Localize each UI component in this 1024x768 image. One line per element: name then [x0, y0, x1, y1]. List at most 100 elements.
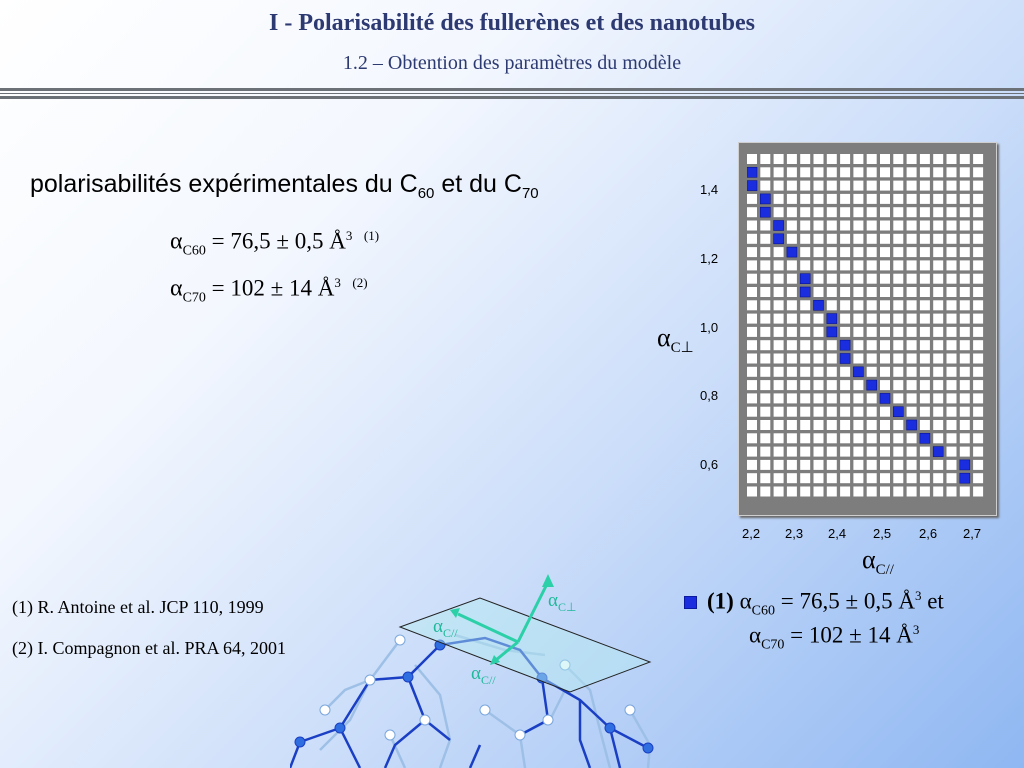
conclusion-tail: et [921, 588, 944, 614]
grid-cell [959, 287, 970, 297]
grid-cell [840, 459, 851, 470]
grid-cell [813, 366, 824, 377]
figure-alpha: α [471, 663, 481, 684]
grid-cell [747, 154, 757, 164]
grid-cell [973, 260, 984, 271]
grid-cell [946, 366, 957, 377]
reference-2: (2) I. Compagnon et al. PRA 64, 2001 [12, 638, 286, 658]
grid-cell [880, 260, 890, 271]
grid-cell [919, 486, 930, 497]
grid-cell [906, 273, 917, 284]
eq-ref: (2) [352, 275, 368, 290]
alpha-symbol: α [170, 228, 183, 255]
grid-cell [880, 406, 890, 417]
grid-cell [880, 420, 890, 430]
grid-cell [973, 433, 984, 444]
grid-cell [973, 326, 984, 337]
grid-cell [973, 353, 984, 364]
grid-cell [800, 326, 811, 337]
grid-cell [906, 180, 917, 191]
grid-cell [880, 446, 890, 457]
grid-cell [866, 207, 877, 218]
highlighted-cell [826, 313, 838, 324]
grid-cell [959, 247, 970, 258]
grid-cell [853, 233, 864, 244]
grid-cell [919, 300, 930, 311]
slide-subtitle: 1.2 – Obtention des paramètres du modèle [342, 52, 682, 74]
grid-cell [747, 473, 757, 484]
grid-cell [959, 313, 970, 324]
grid-cell [813, 313, 824, 324]
grid-cell [946, 233, 957, 244]
grid-cell [959, 180, 970, 191]
grid-cell [893, 287, 904, 297]
grid-cell [773, 180, 784, 191]
grid-cell [919, 340, 930, 351]
grid-cell [800, 220, 811, 231]
grid-cell [959, 273, 970, 284]
grid-cell [946, 340, 957, 351]
grid-cell [919, 459, 930, 470]
grid-cell [919, 446, 930, 457]
grid-cell [760, 340, 771, 351]
grid-cell [959, 420, 970, 430]
figure-alpha: α [548, 590, 558, 611]
figure-sub: C// [442, 625, 458, 640]
conclusion-sub: C60 [751, 603, 775, 619]
grid-cell [973, 207, 984, 218]
grid-cell [893, 433, 904, 444]
grid-cell [840, 167, 851, 178]
grid-cell [933, 220, 944, 231]
highlighted-cell [747, 167, 758, 178]
grid-cell [773, 167, 784, 178]
grid-cell [973, 406, 984, 417]
grid-cell [747, 380, 757, 391]
x-axis-sub: C// [875, 562, 894, 579]
grid-cell [866, 326, 877, 337]
grid-cell [840, 260, 851, 271]
grid-cell [946, 260, 957, 271]
grid-cell [773, 406, 784, 417]
grid-cell [919, 473, 930, 484]
grid-cell [973, 273, 984, 284]
grid-cell [840, 220, 851, 231]
grid-cell [906, 260, 917, 271]
grid-cell [933, 406, 944, 417]
grid-cell [959, 326, 970, 337]
eq-ref: (1) [363, 228, 380, 243]
highlighted-cell [747, 180, 758, 191]
grid-cell [880, 207, 890, 218]
grid-cell [973, 393, 984, 404]
grid-cell [946, 406, 957, 417]
grid-cell [800, 446, 811, 457]
grid-cell [760, 260, 771, 271]
grid-cell [800, 260, 811, 271]
grid-cell [880, 473, 890, 484]
grid-cell [853, 300, 864, 311]
grid-cell [826, 446, 837, 457]
grid-cell [826, 287, 837, 297]
grid-cell [973, 287, 984, 297]
grid-cell [760, 273, 771, 284]
figure-alpha: α [433, 616, 443, 637]
grid-cell [959, 193, 970, 204]
grid-cell [959, 220, 970, 231]
grid-cell [959, 380, 970, 391]
grid-cell [853, 273, 864, 284]
grid-cell [973, 420, 984, 430]
grid-cell [906, 473, 917, 484]
grid-cell [933, 486, 944, 497]
grid-cell [773, 366, 784, 377]
grid-cell [813, 233, 824, 244]
grid-cell [760, 180, 771, 191]
header-rule-top [0, 88, 1024, 91]
figure-label-parallel-2: αC// [471, 663, 496, 688]
grid-cell [919, 193, 930, 204]
grid-cell [946, 154, 957, 164]
grid-cell [866, 287, 877, 297]
grid-cell [959, 393, 970, 404]
heading-text: polarisabilités expérimentales du C [30, 170, 418, 198]
grid-cell [826, 193, 837, 204]
x-tick-label: 2,7 [963, 526, 982, 541]
figure-label-parallel-1: αC// [433, 616, 458, 641]
